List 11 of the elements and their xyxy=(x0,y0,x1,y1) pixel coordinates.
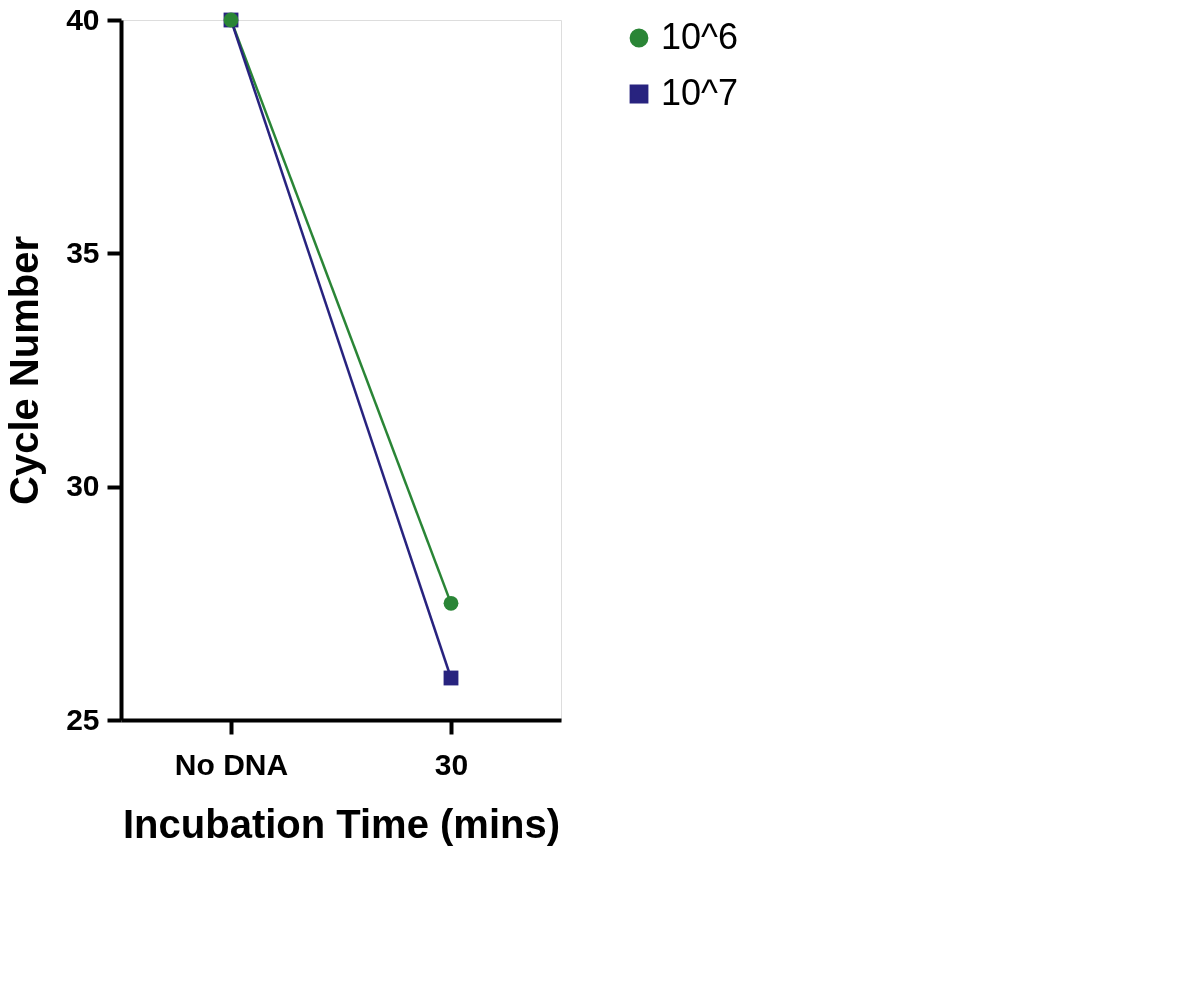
x-tick-label: No DNA xyxy=(174,747,289,781)
point xyxy=(443,595,459,611)
y-tick-label: 25 xyxy=(66,702,100,736)
point xyxy=(443,670,459,686)
y-tick-label: 35 xyxy=(66,235,100,269)
x-axis-title: Incubation Time (mins) xyxy=(122,801,561,846)
y-tick-label: 40 xyxy=(66,2,100,36)
legend-label: 10^6 xyxy=(661,16,738,57)
legend-label: 10^7 xyxy=(661,72,738,113)
y-axis-title: Cycle Number xyxy=(2,236,47,505)
y-tick-label: 30 xyxy=(66,469,100,503)
